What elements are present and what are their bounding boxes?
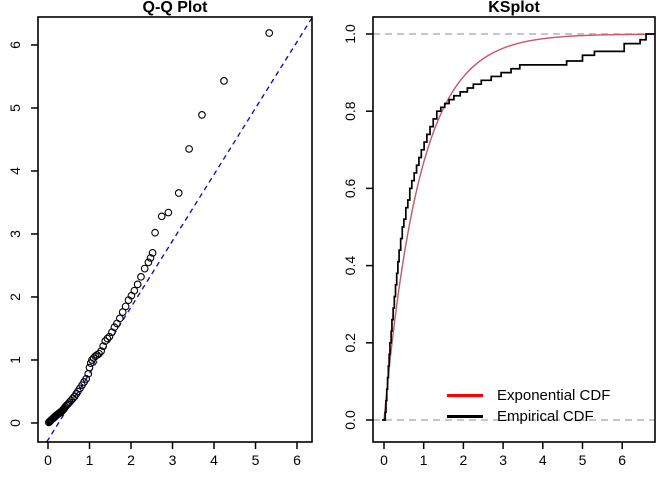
x-axis-tick-label: 4 [539, 452, 547, 468]
qq-point [93, 351, 101, 359]
x-axis-tick-label: 5 [579, 452, 587, 468]
qq-point [146, 254, 155, 262]
qq-point [148, 249, 157, 257]
empirical-cdf-line-swatch [447, 415, 483, 418]
qq-point [95, 349, 103, 358]
qq-point [265, 29, 274, 37]
x-axis-tick-label: 5 [252, 452, 260, 468]
x-axis-tick-label: 2 [460, 452, 468, 468]
ks-legend: Exponential CDF Empirical CDF [447, 385, 610, 427]
qq-point [101, 337, 110, 345]
y-axis-tick-label: 0.8 [342, 101, 358, 121]
qq-point [99, 342, 108, 350]
x-axis-tick-label: 0 [44, 452, 52, 468]
qq-point [110, 323, 119, 332]
legend-row-empirical: Empirical CDF [447, 406, 610, 427]
qq-point [105, 332, 114, 341]
qq-plot-area: 0 1 2 3 4 5 6 0 1 2 3 4 5 6 [7, 16, 313, 468]
ks-plot-area: 0 1 2 3 4 5 6 0.0 0.2 0.4 0.6 0.8 1.0 [342, 16, 656, 468]
qq-plot-title: Q-Q Plot [142, 0, 208, 16]
qq-point [115, 314, 124, 323]
ks-plot-title: KSplot [488, 0, 540, 16]
qq-point [103, 334, 112, 343]
qq-point [185, 145, 193, 153]
y-axis-tick-label: 1.0 [342, 24, 358, 44]
y-axis-tick-label: 6 [7, 41, 23, 49]
x-axis-tick-label: 3 [169, 452, 177, 468]
legend-row-exponential: Exponential CDF [447, 385, 610, 406]
exponential-cdf-legend-label: Exponential CDF [497, 387, 611, 404]
x-axis-tick-label: 3 [499, 452, 507, 468]
x-axis-tick-label: 1 [420, 452, 428, 468]
y-axis-tick-label: 2 [7, 293, 23, 301]
qq-point [85, 363, 94, 372]
y-axis-tick-label: 0.0 [342, 410, 358, 430]
qq-point [220, 77, 228, 85]
qq-plot-panel: Q-Q Plot 0 1 2 3 4 5 6 0 1 2 3 4 5 6 [7, 0, 313, 468]
exponential-cdf-line-swatch [447, 394, 483, 397]
empirical-cdf-legend-label: Empirical CDF [497, 408, 594, 425]
plot-box-border [372, 16, 656, 443]
qq-point [82, 375, 91, 383]
qq-reference-line [46, 17, 313, 443]
y-axis-tick-label: 1 [7, 356, 23, 364]
qq-point [198, 111, 206, 119]
qq-point [97, 347, 105, 356]
qq-point [157, 212, 166, 221]
y-axis-tick-label: 0 [7, 419, 23, 427]
y-axis-tick-label: 0.2 [342, 333, 358, 353]
qq-point [137, 272, 145, 281]
y-axis-tick-label: 5 [7, 104, 23, 112]
qq-point [121, 302, 130, 311]
qq-point [130, 286, 139, 295]
qq-point [164, 208, 173, 217]
qq-point [151, 228, 159, 237]
ks-plot-panel: KSplot 0 1 2 3 4 5 6 0.0 0.2 0.4 0.6 0.8 1.0 [336, 0, 672, 480]
empirical-cdf-step-curve [382, 33, 655, 421]
y-axis-tick-label: 0.6 [342, 178, 358, 198]
exponential-cdf-curve [383, 33, 654, 421]
x-axis-tick-label: 2 [127, 452, 135, 468]
qq-point [61, 402, 70, 411]
x-axis-tick-label: 6 [293, 452, 301, 468]
y-axis-tick-label: 3 [7, 230, 23, 238]
x-axis-tick-label: 1 [86, 452, 94, 468]
y-axis-tick-label: 4 [7, 167, 23, 175]
y-axis-tick-label: 0.4 [342, 256, 358, 276]
qq-point [174, 189, 183, 197]
x-axis-tick-label: 6 [618, 452, 626, 468]
x-axis-tick-label: 4 [210, 452, 218, 468]
plot-box-border [37, 16, 313, 443]
qq-point [144, 258, 153, 267]
x-axis-tick-label: 0 [380, 452, 388, 468]
qq-point [133, 280, 142, 289]
qq-point [140, 264, 149, 273]
